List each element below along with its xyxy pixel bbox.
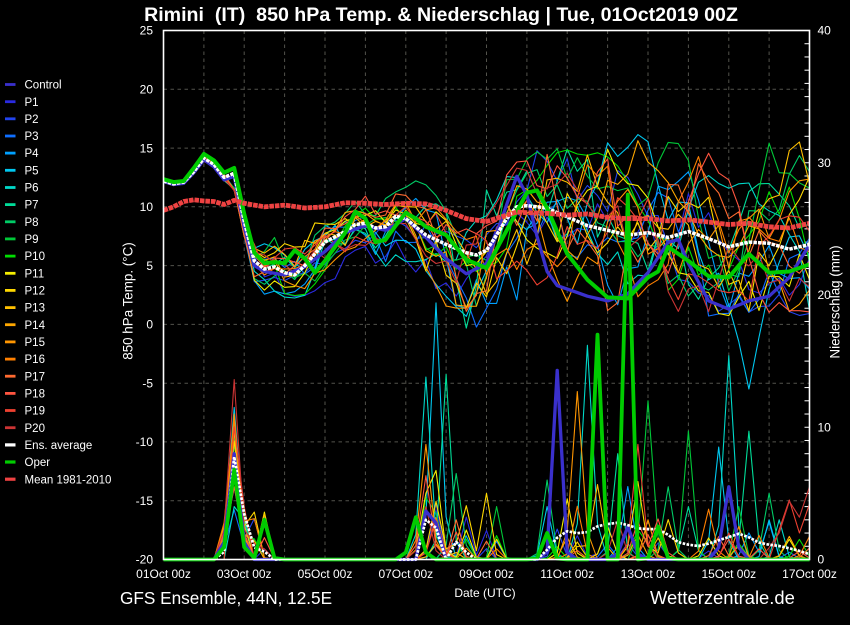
svg-text:P10: P10 — [25, 251, 45, 263]
svg-text:05Oct 00z: 05Oct 00z — [298, 567, 353, 581]
svg-text:P11: P11 — [25, 268, 45, 280]
svg-text:11Oct 00z: 11Oct 00z — [540, 567, 594, 581]
svg-text:-20: -20 — [136, 553, 154, 567]
svg-text:P17: P17 — [25, 371, 45, 383]
svg-text:P13: P13 — [25, 303, 45, 315]
svg-text:13Oct 00z: 13Oct 00z — [621, 567, 676, 581]
svg-text:P9: P9 — [25, 234, 39, 246]
svg-text:01Oct 00z: 01Oct 00z — [136, 567, 191, 581]
svg-text:15Oct 00z: 15Oct 00z — [701, 567, 756, 581]
svg-text:10: 10 — [140, 200, 154, 214]
svg-text:-15: -15 — [136, 494, 154, 508]
svg-text:P16: P16 — [25, 354, 45, 366]
svg-text:P18: P18 — [25, 389, 45, 401]
svg-text:Ens. average: Ens. average — [25, 440, 93, 452]
svg-text:Mean 1981-2010: Mean 1981-2010 — [25, 474, 112, 486]
svg-text:P7: P7 — [25, 200, 39, 212]
svg-text:P4: P4 — [25, 148, 40, 160]
svg-text:07Oct 00z: 07Oct 00z — [378, 567, 433, 581]
svg-text:30: 30 — [818, 156, 832, 170]
svg-text:0: 0 — [818, 553, 825, 567]
svg-text:40: 40 — [818, 24, 832, 38]
svg-text:P12: P12 — [25, 286, 45, 298]
svg-text:-5: -5 — [142, 376, 153, 390]
svg-text:P19: P19 — [25, 406, 45, 418]
svg-text:Control: Control — [25, 80, 62, 92]
svg-text:GFS Ensemble, 44N, 12.5E: GFS Ensemble, 44N, 12.5E — [120, 588, 332, 608]
svg-text:P2: P2 — [25, 114, 39, 126]
svg-text:P6: P6 — [25, 183, 39, 195]
svg-text:P15: P15 — [25, 337, 45, 349]
svg-text:Niederschlag (mm): Niederschlag (mm) — [828, 245, 843, 358]
svg-text:P1: P1 — [25, 97, 39, 109]
svg-text:P14: P14 — [25, 320, 46, 332]
svg-text:25: 25 — [140, 24, 154, 38]
svg-text:P20: P20 — [25, 423, 45, 435]
svg-text:Wetterzentrale.de: Wetterzentrale.de — [650, 587, 795, 608]
svg-text:0: 0 — [146, 318, 153, 332]
svg-text:03Oct 00z: 03Oct 00z — [217, 567, 272, 581]
svg-text:09Oct 00z: 09Oct 00z — [459, 567, 514, 581]
svg-text:Rimini (IT) 850 hPa Temp. &: Rimini (IT) 850 hPa Temp. & Niederschlag… — [144, 4, 738, 26]
svg-text:10: 10 — [818, 420, 832, 434]
svg-text:20: 20 — [818, 288, 832, 302]
svg-text:850 hPa Temp. (°C): 850 hPa Temp. (°C) — [121, 242, 136, 360]
svg-text:20: 20 — [140, 83, 154, 97]
svg-text:P3: P3 — [25, 131, 39, 143]
svg-text:17Oct 00z: 17Oct 00z — [782, 567, 837, 581]
svg-text:Date (UTC): Date (UTC) — [454, 586, 515, 600]
svg-text:5: 5 — [146, 259, 153, 273]
svg-text:-10: -10 — [136, 435, 154, 449]
svg-text:15: 15 — [140, 141, 154, 155]
svg-text:Oper: Oper — [25, 457, 51, 469]
svg-text:P8: P8 — [25, 217, 39, 229]
svg-text:P5: P5 — [25, 165, 39, 177]
